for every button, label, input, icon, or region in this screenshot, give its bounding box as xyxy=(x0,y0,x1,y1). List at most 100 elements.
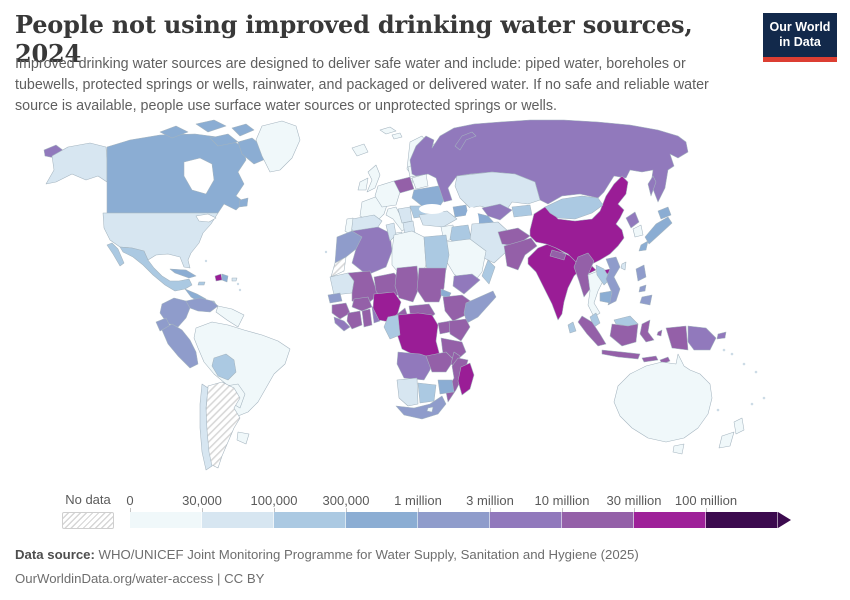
country-japan-honshu[interactable] xyxy=(644,216,673,245)
country-indonesia-sulawesi[interactable] xyxy=(639,319,655,343)
country-mongolia[interactable] xyxy=(544,195,604,220)
country-png-new-britain[interactable] xyxy=(716,331,727,340)
country-russia-sakhalin[interactable] xyxy=(647,175,657,197)
country-caucasus[interactable] xyxy=(452,204,469,218)
country-ireland[interactable] xyxy=(357,177,369,191)
country-japan-kyushu[interactable] xyxy=(638,240,649,252)
country-new-zealand-north[interactable] xyxy=(733,417,745,435)
country-madagascar[interactable] xyxy=(457,362,475,396)
country-cambodia[interactable] xyxy=(599,290,613,304)
country-western-sahara[interactable] xyxy=(330,256,347,278)
country-oman[interactable] xyxy=(481,259,496,285)
country-indonesia-sumatra[interactable] xyxy=(577,315,607,347)
country-sudan[interactable] xyxy=(416,267,447,303)
country-philippines-luzon[interactable] xyxy=(635,264,647,282)
country-cote-divoire[interactable] xyxy=(346,310,363,330)
country-bolivia[interactable] xyxy=(211,353,237,381)
country-philippines-mindanao[interactable] xyxy=(639,294,653,306)
legend-bin-5[interactable] xyxy=(490,512,562,528)
legend-no-data-swatch[interactable] xyxy=(62,512,114,529)
country-indonesia-java[interactable] xyxy=(601,349,641,360)
country-russia-novaya-zemlya[interactable] xyxy=(454,131,477,151)
country-uganda[interactable] xyxy=(437,320,451,335)
country-china[interactable] xyxy=(529,175,629,265)
country-gabon-congo[interactable] xyxy=(383,314,401,340)
country-south-africa[interactable] xyxy=(395,395,447,420)
country-namibia[interactable] xyxy=(396,377,419,407)
country-australia[interactable] xyxy=(613,353,713,443)
owid-logo[interactable]: Our World in Data xyxy=(763,13,837,62)
country-canada-arctic-2[interactable] xyxy=(195,119,227,133)
country-kyrgyzstan-tajikistan[interactable] xyxy=(511,204,533,218)
country-japan-hokkaido[interactable] xyxy=(657,206,672,220)
country-sri-lanka[interactable] xyxy=(567,321,577,334)
country-indonesia-lesser-sunda[interactable] xyxy=(641,355,659,363)
country-haiti[interactable] xyxy=(214,273,223,282)
country-drc[interactable] xyxy=(395,312,441,360)
country-iceland[interactable] xyxy=(351,143,369,157)
legend-bin-7[interactable] xyxy=(634,512,706,528)
legend-bin-1[interactable] xyxy=(202,512,274,528)
country-lesotho[interactable] xyxy=(426,406,434,413)
country-brazil[interactable] xyxy=(193,321,291,417)
country-canada-arctic-3[interactable] xyxy=(231,123,255,137)
legend-bin-6[interactable] xyxy=(562,512,634,528)
country-russia[interactable] xyxy=(409,119,689,205)
country-burkina-faso[interactable] xyxy=(351,296,373,312)
country-colombia[interactable] xyxy=(159,297,191,328)
country-canada[interactable] xyxy=(106,133,247,214)
country-svalbard-2[interactable] xyxy=(391,132,403,140)
country-poland[interactable] xyxy=(393,176,415,194)
legend-bin-2[interactable] xyxy=(274,512,346,528)
country-ghana[interactable] xyxy=(361,308,373,328)
country-senegal[interactable] xyxy=(327,292,343,304)
country-united-kingdom[interactable] xyxy=(366,164,381,193)
country-angola[interactable] xyxy=(396,351,433,381)
country-algeria[interactable] xyxy=(351,226,393,276)
country-somalia[interactable] xyxy=(463,290,497,324)
country-chile[interactable] xyxy=(199,383,213,471)
country-new-zealand-south[interactable] xyxy=(718,431,735,449)
country-taiwan[interactable] xyxy=(620,261,627,271)
country-egypt[interactable] xyxy=(423,234,450,273)
country-jamaica[interactable] xyxy=(197,281,206,286)
country-botswana[interactable] xyxy=(417,382,437,404)
country-australia-tasmania[interactable] xyxy=(672,443,685,455)
country-yemen[interactable] xyxy=(452,273,481,295)
country-dominican-republic[interactable] xyxy=(221,273,229,283)
country-vietnam[interactable] xyxy=(605,256,621,306)
country-papua-new-guinea[interactable] xyxy=(687,325,717,351)
country-mexico[interactable] xyxy=(119,246,193,292)
country-guinea[interactable] xyxy=(331,302,351,320)
country-south-korea[interactable] xyxy=(632,224,644,238)
country-argentina[interactable] xyxy=(204,381,241,469)
country-pakistan[interactable] xyxy=(503,237,538,271)
country-mexico-baja[interactable] xyxy=(106,242,125,267)
country-guyanas[interactable] xyxy=(215,305,245,328)
country-alaska[interactable] xyxy=(45,142,108,185)
country-nepal[interactable] xyxy=(549,249,567,261)
country-zambia[interactable] xyxy=(425,351,455,373)
country-north-korea[interactable] xyxy=(625,211,640,229)
country-uruguay[interactable] xyxy=(236,431,250,445)
country-sierra-leone-liberia[interactable] xyxy=(333,316,351,332)
country-peru[interactable] xyxy=(161,323,199,369)
country-svalbard[interactable] xyxy=(379,126,397,135)
country-venezuela[interactable] xyxy=(185,297,219,313)
country-zimbabwe[interactable] xyxy=(437,379,455,395)
country-canada-newfoundland[interactable] xyxy=(238,197,249,208)
country-indonesia-borneo[interactable] xyxy=(609,323,639,347)
country-greenland[interactable] xyxy=(255,120,301,173)
country-puerto-rico[interactable] xyxy=(231,277,238,282)
country-indonesia-moluccas[interactable] xyxy=(656,329,663,337)
country-cuba[interactable] xyxy=(169,268,197,279)
legend-bin-3[interactable] xyxy=(346,512,418,528)
legend-bin-8[interactable] xyxy=(706,512,778,528)
country-philippines-visayas[interactable] xyxy=(638,284,647,293)
license-link[interactable]: OurWorldinData.org/water-access | CC BY xyxy=(15,571,265,587)
country-indonesia-papua[interactable] xyxy=(665,325,689,351)
legend-bin-0[interactable] xyxy=(130,512,202,528)
country-kazakhstan[interactable] xyxy=(454,171,541,211)
country-chad[interactable] xyxy=(394,265,420,303)
legend-bin-4[interactable] xyxy=(418,512,490,528)
